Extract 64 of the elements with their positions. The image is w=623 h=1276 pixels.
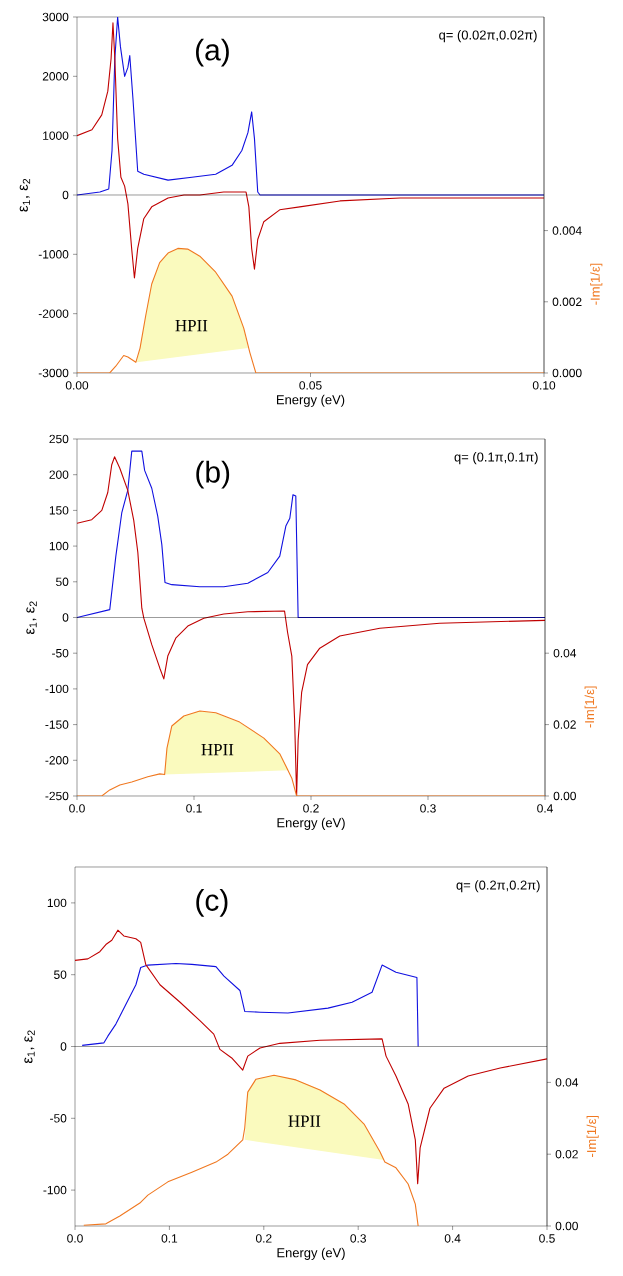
y-tick-label: 0 <box>60 1042 67 1051</box>
y2-tick-label: 0.002 <box>552 297 582 307</box>
y-axis-title: ε$_{1}$, ε$_{2}$ <box>26 601 37 635</box>
x-tick-label: 0.0 <box>67 1234 83 1243</box>
x-tick-label: 0.10 <box>532 381 556 390</box>
y-tick-label: 50 <box>54 970 67 979</box>
x-axis-title: Energy (eV) <box>277 817 345 830</box>
y2-tick-label: 0.04 <box>555 1078 579 1087</box>
x-tick-label: 0.1 <box>186 804 202 813</box>
y2-tick-label: 0.02 <box>555 1149 578 1159</box>
y-tick-label: 250 <box>49 434 69 444</box>
x-tick-label: 0.1 <box>161 1234 178 1243</box>
x-axis-title: Energy (eV) <box>277 1247 345 1260</box>
x-tick-label: 0.3 <box>350 1234 366 1243</box>
y-tick-label: -100 <box>43 1185 67 1195</box>
annotation: q= (0.1π,0.1π) <box>454 452 538 465</box>
y2-tick-label: 0.00 <box>555 1221 578 1231</box>
y2-tick-label: 0.00 <box>553 791 576 801</box>
y-tick-label: 1000 <box>43 131 69 140</box>
x-tick-label: 0.0 <box>69 804 85 813</box>
y2-axis-title: -Im[1/ε] <box>586 1115 599 1157</box>
y2-axis-title: -Im[1/ε] <box>584 686 597 728</box>
x-tick-label: 0.00 <box>65 381 89 390</box>
annotation: q= (0.02π,0.02π) <box>439 30 537 43</box>
y2-tick-label: 0.04 <box>553 648 577 658</box>
y-tick-label: 200 <box>49 470 69 479</box>
x-tick-label: 0.2 <box>303 804 319 813</box>
y2-tick-label: 0.004 <box>552 226 582 235</box>
y-tick-label: -1000 <box>38 250 69 259</box>
y-tick-label: -2000 <box>38 309 69 318</box>
annotation: q= (0.2π,0.2π) <box>456 880 540 893</box>
annotation: HPII <box>175 320 208 332</box>
y-axis-title: ε$_{1}$, ε$_{2}$ <box>19 178 31 212</box>
y-tick-label: 0 <box>62 613 69 622</box>
y-tick-label: -3000 <box>38 368 69 378</box>
y-tick-label: -250 <box>45 791 69 801</box>
y-tick-label: 2000 <box>42 72 69 81</box>
x-tick-label: 0.05 <box>299 381 322 390</box>
y2-tick-label: 0.02 <box>553 720 576 729</box>
text: (b) <box>196 460 230 489</box>
x-tick-label: 0.4 <box>444 1234 461 1243</box>
text: (c) <box>196 888 228 917</box>
x-axis-title: Energy (eV) <box>277 394 345 407</box>
x-tick-label: 0.3 <box>420 804 436 813</box>
y-axis-title: ε$_{1}$, ε$_{2}$ <box>24 1030 35 1064</box>
y-tick-label: 100 <box>49 541 69 551</box>
y-tick-label: -150 <box>45 720 69 729</box>
y-tick-label: 50 <box>56 577 69 587</box>
x-tick-label: 0.5 <box>539 1234 555 1243</box>
text: (a) <box>196 38 229 67</box>
y2-axis-title: -Im[1/ε] <box>590 263 603 305</box>
y-tick-label: -200 <box>45 756 69 765</box>
annotation: HPII <box>288 1115 321 1127</box>
y-tick-label: -50 <box>50 1114 67 1123</box>
y2-tick-label: 0.000 <box>552 368 582 378</box>
y-tick-label: 150 <box>49 506 69 515</box>
y-tick-label: 3000 <box>42 12 69 22</box>
x-tick-label: 0.2 <box>255 1234 272 1243</box>
y-tick-label: -50 <box>52 648 69 658</box>
y-tick-label: 100 <box>47 898 67 908</box>
annotation: HPII <box>201 744 234 756</box>
y-tick-label: 0 <box>62 190 69 200</box>
y-tick-label: -100 <box>45 684 69 694</box>
x-tick-label: 0.4 <box>537 804 553 813</box>
